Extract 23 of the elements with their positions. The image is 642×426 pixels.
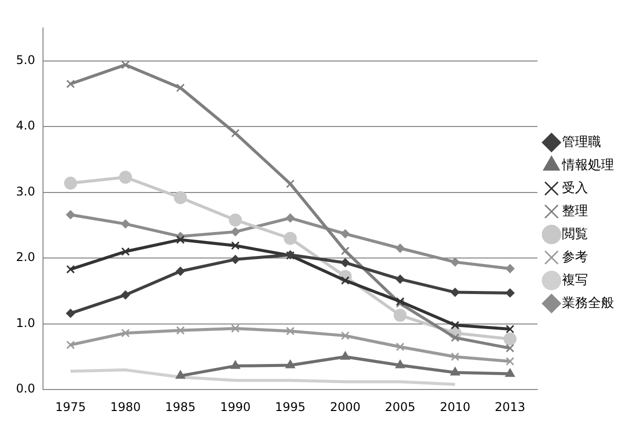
legend-label: 複写 bbox=[562, 272, 588, 288]
x-tick-label: 2013 bbox=[494, 400, 526, 414]
x-tick-label: 1980 bbox=[110, 400, 141, 414]
legend-label: 管理職 bbox=[562, 134, 601, 150]
legend-label: 受入 bbox=[562, 180, 588, 196]
y-tick-label: 5.0 bbox=[16, 53, 36, 67]
x-tick-label: 1995 bbox=[275, 400, 306, 414]
legend-label: 情報処理 bbox=[561, 158, 614, 173]
x-tick-label: 2010 bbox=[440, 400, 470, 414]
y-tick-label: 0.0 bbox=[16, 382, 36, 396]
y-tick-label: 4.0 bbox=[16, 118, 36, 133]
x-tick-label: 1975 bbox=[55, 400, 86, 414]
legend-label: 閲覧 bbox=[562, 226, 588, 242]
x-tick-label: 2000 bbox=[330, 400, 360, 414]
x-tick-label: 2005 bbox=[384, 400, 416, 414]
legend-label: 業務全般 bbox=[562, 296, 614, 311]
legend-label: 参考 bbox=[562, 250, 588, 265]
x-tick-label: 1990 bbox=[220, 400, 251, 414]
y-tick-label: 3.0 bbox=[16, 184, 36, 198]
x-tick-label: 1985 bbox=[165, 400, 196, 414]
y-tick-label: 1.0 bbox=[16, 316, 36, 330]
y-tick-label: 2.0 bbox=[16, 250, 36, 264]
legend-label: 整理 bbox=[562, 204, 588, 219]
